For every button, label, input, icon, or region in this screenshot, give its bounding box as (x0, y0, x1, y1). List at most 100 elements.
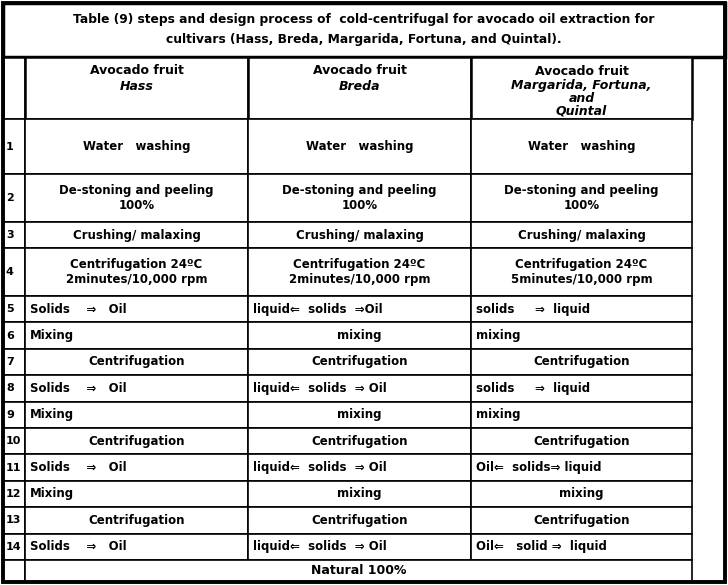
Text: 5: 5 (6, 304, 14, 314)
Bar (25, 349, 248, 375)
Bar (471, 534, 692, 560)
Text: Centrifugation 24ºC
2minutes/10,000 rpm: Centrifugation 24ºC 2minutes/10,000 rpm (66, 258, 207, 287)
Text: Oil⇐   solid ⇒  liquid: Oil⇐ solid ⇒ liquid (476, 541, 607, 553)
Text: Centrifugation: Centrifugation (312, 435, 408, 448)
Bar (25, 57, 248, 119)
Bar (25, 428, 248, 455)
Text: 8: 8 (6, 383, 14, 393)
Text: Oil⇐  solids⇒ liquid: Oil⇐ solids⇒ liquid (476, 461, 601, 474)
Bar (471, 296, 692, 322)
Bar (248, 401, 471, 428)
Text: liquid⇐  solids  ⇒ Oil: liquid⇐ solids ⇒ Oil (253, 382, 387, 395)
Bar (25, 455, 248, 481)
Bar (3, 296, 25, 322)
Text: Breda: Breda (339, 80, 380, 92)
Text: Centrifugation 24ºC
5minutes/10,000 rpm: Centrifugation 24ºC 5minutes/10,000 rpm (510, 258, 652, 287)
Bar (248, 375, 471, 401)
Bar (471, 174, 692, 222)
Text: mixing: mixing (476, 408, 521, 421)
Text: Crushing/ malaxing: Crushing/ malaxing (296, 229, 424, 242)
Text: Avocado fruit: Avocado fruit (312, 64, 406, 77)
Bar (3, 401, 25, 428)
Text: Crushing/ malaxing: Crushing/ malaxing (73, 229, 200, 242)
Bar (248, 534, 471, 560)
Bar (471, 428, 692, 455)
Bar (248, 322, 471, 349)
Text: Solids    ⇒   Oil: Solids ⇒ Oil (30, 382, 127, 395)
Text: mixing: mixing (559, 487, 604, 501)
Text: liquid⇐  solids  ⇒ Oil: liquid⇐ solids ⇒ Oil (253, 461, 387, 474)
Bar (3, 222, 25, 249)
Text: De-stoning and peeling
100%: De-stoning and peeling 100% (505, 184, 659, 212)
Text: Crushing/ malaxing: Crushing/ malaxing (518, 229, 646, 242)
Text: mixing: mixing (337, 408, 381, 421)
Text: 7: 7 (6, 357, 14, 367)
Bar (25, 249, 248, 296)
Bar (471, 455, 692, 481)
Text: Solids    ⇒   Oil: Solids ⇒ Oil (30, 461, 127, 474)
Bar (25, 174, 248, 222)
Bar (471, 249, 692, 296)
Bar (471, 349, 692, 375)
Bar (25, 534, 248, 560)
Text: Centrifugation: Centrifugation (88, 356, 185, 369)
Text: Mixing: Mixing (30, 329, 74, 342)
Bar (3, 507, 25, 534)
Bar (25, 481, 248, 507)
Text: mixing: mixing (337, 329, 381, 342)
Bar (3, 57, 25, 119)
Text: solids     ⇒  liquid: solids ⇒ liquid (476, 382, 590, 395)
Text: Water   washing: Water washing (306, 140, 414, 153)
Bar (3, 428, 25, 455)
Bar (3, 481, 25, 507)
Bar (248, 296, 471, 322)
Text: 9: 9 (6, 410, 14, 420)
Text: mixing: mixing (476, 329, 521, 342)
Bar (25, 375, 248, 401)
Text: Centrifugation: Centrifugation (312, 356, 408, 369)
Bar (471, 375, 692, 401)
Bar (25, 119, 248, 174)
Text: and: and (569, 92, 595, 105)
Text: Centrifugation: Centrifugation (533, 435, 630, 448)
Text: 12: 12 (6, 489, 22, 499)
Bar (25, 296, 248, 322)
Bar (471, 222, 692, 249)
Bar (3, 322, 25, 349)
Bar (471, 507, 692, 534)
Text: Centrifugation: Centrifugation (312, 514, 408, 527)
Bar (248, 455, 471, 481)
Text: 6: 6 (6, 331, 14, 340)
Bar (3, 249, 25, 296)
Text: solids     ⇒  liquid: solids ⇒ liquid (476, 302, 590, 316)
Bar (248, 174, 471, 222)
Text: 3: 3 (6, 230, 14, 240)
Text: Centrifugation: Centrifugation (533, 514, 630, 527)
Bar (3, 349, 25, 375)
Text: Centrifugation: Centrifugation (88, 514, 185, 527)
Bar (248, 119, 471, 174)
Bar (3, 174, 25, 222)
Text: liquid⇐  solids  ⇒Oil: liquid⇐ solids ⇒Oil (253, 302, 383, 316)
Bar (248, 249, 471, 296)
Text: 13: 13 (6, 515, 21, 525)
Text: Avocado fruit: Avocado fruit (90, 64, 183, 77)
Text: 10: 10 (6, 436, 21, 446)
Text: Avocado fruit: Avocado fruit (534, 65, 628, 78)
Text: Table (9) steps and design process of  cold-centrifugal for avocado oil extracti: Table (9) steps and design process of co… (74, 12, 654, 26)
Bar (3, 375, 25, 401)
Text: cultivars (Hass, Breda, Margarida, Fortuna, and Quintal).: cultivars (Hass, Breda, Margarida, Fortu… (166, 33, 562, 46)
Bar (471, 57, 692, 119)
Text: De-stoning and peeling
100%: De-stoning and peeling 100% (282, 184, 437, 212)
Text: Solids    ⇒   Oil: Solids ⇒ Oil (30, 302, 127, 316)
Text: Centrifugation: Centrifugation (88, 435, 185, 448)
Bar (248, 349, 471, 375)
Bar (25, 560, 692, 582)
Bar (3, 3, 725, 57)
Bar (471, 401, 692, 428)
Text: Margarida, Fortuna,: Margarida, Fortuna, (511, 79, 652, 92)
Bar (248, 507, 471, 534)
Bar (471, 481, 692, 507)
Bar (248, 428, 471, 455)
Text: 1: 1 (6, 142, 14, 152)
